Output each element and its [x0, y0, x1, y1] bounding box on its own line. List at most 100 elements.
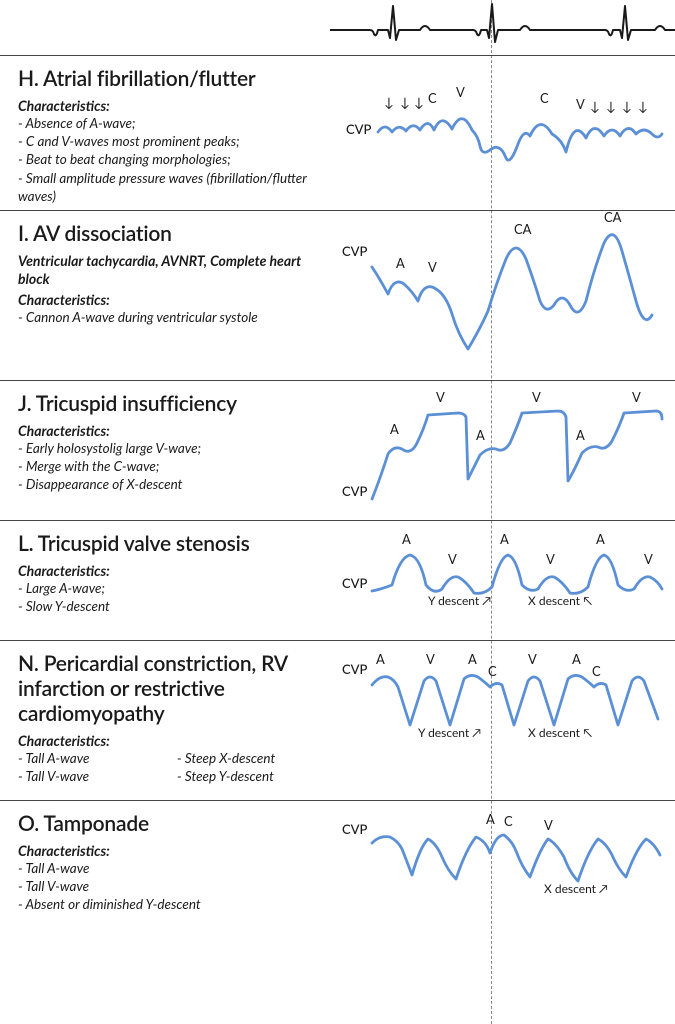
section-title: J. Tricuspid insufficiency [18, 391, 322, 416]
wave-label: V [426, 651, 435, 667]
wave-label: V [528, 651, 537, 667]
text-column: J. Tricuspid insufficiency Characteristic… [18, 391, 328, 510]
text-column: L. Tricuspid valve stenosis Characteristi… [18, 531, 328, 630]
characteristic-item: Absent or diminished Y-descent [18, 895, 322, 913]
section-H: H. Atrial fibrillation/flutter Characteri… [0, 55, 675, 210]
characteristic-item: Large A-wave; [18, 579, 322, 597]
wave-label: CA [514, 221, 532, 237]
wave-label: V [436, 389, 445, 405]
characteristics-heading: Characteristics: [18, 732, 322, 749]
descent-annotation: Y descent ↗ [428, 593, 491, 608]
characteristics-heading: Characteristics: [18, 422, 322, 439]
down-arrow-icon: ↓ [384, 94, 394, 110]
waveform-column: CVPAVAVAVY descent ↗X descent ↖ [328, 531, 657, 630]
characteristic-item: C and V-waves most prominent peaks; [18, 132, 322, 150]
characteristic-item: Absence of A-wave; [18, 114, 322, 132]
characteristics-heading: Characteristics: [18, 291, 322, 308]
characteristics-list: Tall A-waveTall V-waveAbsent or diminish… [18, 859, 322, 914]
wave-label: C [504, 813, 513, 829]
down-arrow-icon: ↓ [400, 94, 410, 110]
section-J: J. Tricuspid insufficiency Characteristic… [0, 380, 675, 520]
characteristic-item: Small amplitude pressure waves (fibrilla… [18, 169, 322, 205]
characteristics-list: Early holosystolig large V-wave;Merge wi… [18, 439, 322, 494]
wave-label: C [488, 663, 497, 679]
waveform-column: CVPACVX descent ↗ [328, 811, 657, 925]
cvp-waveform [372, 675, 658, 725]
characteristic-item: Tall V-wave [18, 877, 322, 895]
descent-annotation: X descent ↗ [544, 881, 608, 896]
wave-label: A [402, 531, 411, 547]
ecg-strip [0, 0, 675, 55]
wave-label: A [396, 255, 405, 271]
down-arrow-icon: ↓ [638, 98, 648, 114]
characteristic-item: Steep X-descent [177, 749, 322, 767]
down-arrow-icon: ↓ [590, 98, 600, 114]
descent-annotation: Y descent ↗ [418, 725, 481, 740]
wave-label: V [546, 551, 555, 567]
cvp-waveform [372, 411, 662, 499]
characteristic-item: Tall A-wave [18, 859, 322, 877]
text-column: I. AV dissociation Ventricular tachycardi… [18, 221, 328, 370]
wave-label: CA [604, 209, 622, 225]
wave-label: V [576, 96, 585, 112]
cvp-waveform [372, 235, 652, 349]
descent-annotation: X descent ↖ [528, 725, 592, 740]
characteristics-heading: Characteristics: [18, 842, 322, 859]
text-column: H. Atrial fibrillation/flutter Characteri… [18, 66, 328, 200]
section-title: N. Pericardial constriction, RV infarcti… [18, 651, 322, 726]
characteristic-item: Tall A-wave [18, 749, 163, 767]
section-title: L. Tricuspid valve stenosis [18, 531, 322, 556]
wave-label: V [644, 551, 653, 567]
section-I: I. AV dissociation Ventricular tachycardi… [0, 210, 675, 380]
section-N: N. Pericardial constriction, RV infarcti… [0, 640, 675, 800]
section-title: I. AV dissociation [18, 221, 322, 246]
wave-label: V [632, 389, 641, 405]
wave-label: A [476, 427, 485, 443]
wave-label: A [500, 531, 509, 547]
wave-label: A [486, 811, 495, 827]
characteristic-item: Cannon A-wave during ventricular systole [18, 308, 322, 326]
wave-label: A [376, 651, 385, 667]
wave-label: A [390, 421, 399, 437]
down-arrow-icon: ↓ [606, 98, 616, 114]
cvp-waveform [378, 119, 662, 160]
characteristic-item: Steep Y-descent [177, 767, 322, 785]
characteristics-heading: Characteristics: [18, 562, 322, 579]
section-O: O. Tamponade Characteristics:Tall A-waveT… [0, 800, 675, 935]
wave-label: V [456, 84, 465, 100]
wave-label: C [540, 90, 549, 106]
wave-label: A [468, 651, 477, 667]
characteristic-item: Tall V-wave [18, 767, 163, 785]
characteristics-list: Absence of A-wave;C and V-waves most pro… [18, 114, 322, 205]
wave-label: A [596, 531, 605, 547]
wave-label: A [576, 427, 585, 443]
descent-annotation: X descent ↖ [528, 593, 592, 608]
section-title: H. Atrial fibrillation/flutter [18, 66, 322, 91]
waveform-column: CVPAVCACA [328, 221, 657, 370]
waveform-column: CVPAVACVACY descent ↗X descent ↖ [328, 651, 657, 790]
waveform-column: CVPCVCV↓↓↓↓↓↓↓ [328, 66, 657, 200]
wave-label: C [428, 90, 437, 106]
wave-label: V [428, 259, 437, 275]
characteristic-item: Early holosystolig large V-wave; [18, 439, 322, 457]
cvp-waveform [372, 835, 660, 881]
section-L: L. Tricuspid valve stenosis Characteristi… [0, 520, 675, 640]
characteristic-item: Disappearance of X-descent [18, 475, 322, 493]
cvp-waveform [372, 555, 662, 593]
wave-label: V [544, 817, 553, 833]
characteristics-list: Large A-wave;Slow Y-descent [18, 579, 322, 615]
section-subtitle: Ventricular tachycardia, AVNRT, Complete… [18, 252, 322, 287]
characteristics-list: Tall A-waveTall V-wave Steep X-descentSte… [18, 749, 322, 785]
text-column: N. Pericardial constriction, RV infarcti… [18, 651, 328, 790]
section-title: O. Tamponade [18, 811, 322, 836]
down-arrow-icon: ↓ [414, 94, 424, 110]
characteristic-item: Beat to beat changing morphologies; [18, 150, 322, 168]
characteristic-item: Slow Y-descent [18, 597, 322, 615]
characteristic-item: Merge with the C-wave; [18, 457, 322, 475]
ecg-path [330, 4, 675, 42]
characteristics-heading: Characteristics: [18, 97, 322, 114]
wave-label: V [532, 389, 541, 405]
down-arrow-icon: ↓ [622, 98, 632, 114]
characteristics-list: Cannon A-wave during ventricular systole [18, 308, 322, 326]
wave-label: A [572, 651, 581, 667]
